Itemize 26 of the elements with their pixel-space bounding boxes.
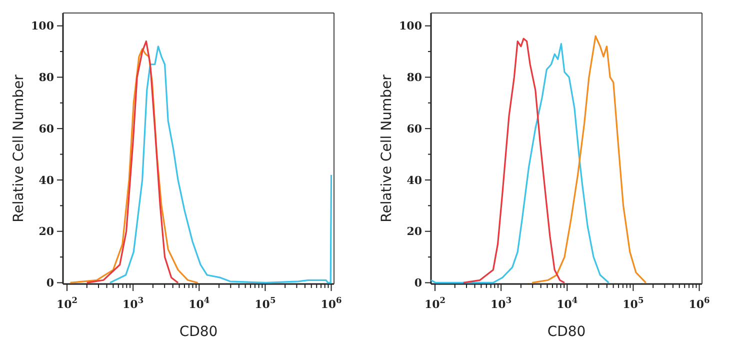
x-axis-title: CD80 [547, 324, 586, 340]
y-axis-title: Relative Cell Number [11, 74, 27, 222]
y-tick-label: 80 [38, 71, 54, 84]
x-tick-label: 10$^{2}$ [56, 295, 78, 311]
x-tick-label: 10$^{2}$ [424, 295, 446, 311]
y-tick-label: 100 [31, 20, 54, 33]
y-tick-label: 60 [406, 122, 422, 136]
x-tick-label: 10$^{4}$ [556, 295, 578, 311]
y-tick-label: 20 [406, 225, 422, 238]
x-tick-label: 10$^{6}$ [688, 295, 710, 311]
y-tick-label: 100 [399, 20, 422, 33]
x-tick-label: 10$^{6}$ [320, 295, 342, 311]
x-tick-label: 10$^{5}$ [254, 295, 276, 311]
x-tick-label: 10$^{4}$ [188, 295, 210, 311]
y-tick-label: 20 [38, 225, 54, 238]
x-tick-label: 10$^{3}$ [122, 295, 144, 311]
y-tick-label: 40 [38, 174, 54, 187]
x-axis-title: CD80 [179, 324, 218, 340]
x-tick-label: 10$^{5}$ [622, 295, 644, 311]
y-axis-title: Relative Cell Number [379, 74, 395, 222]
y-tick-label: 0 [414, 276, 422, 290]
y-tick-label: 0 [46, 276, 54, 290]
x-tick-label: 10$^{3}$ [490, 295, 512, 311]
y-tick-label: 60 [38, 122, 54, 136]
y-tick-label: 80 [406, 71, 422, 84]
y-tick-label: 40 [406, 174, 422, 187]
